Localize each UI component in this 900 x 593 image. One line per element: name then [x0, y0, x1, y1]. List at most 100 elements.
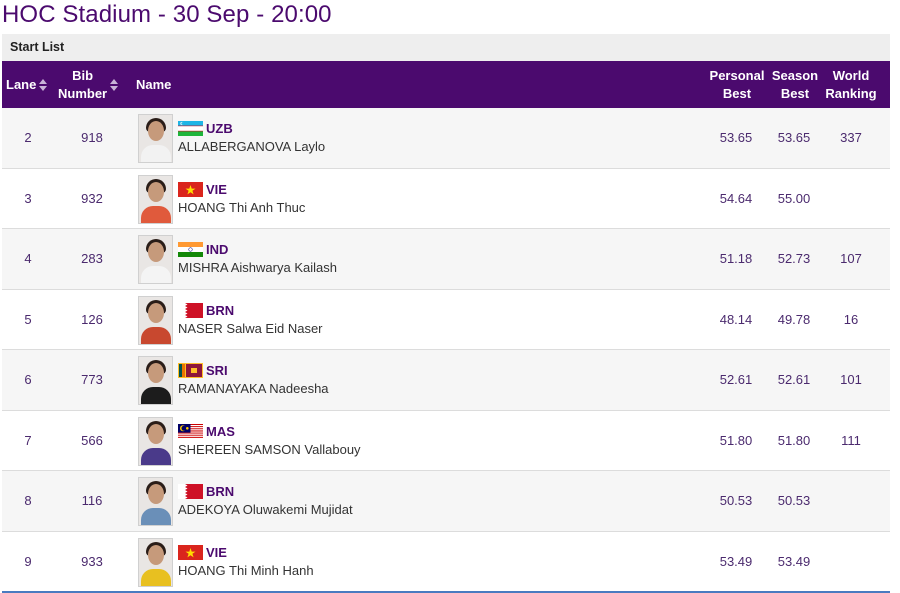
- bib-cell: 932: [81, 190, 103, 206]
- season-best-column-header: Season Best: [766, 61, 824, 108]
- bib-header-line1: Bib: [72, 67, 94, 83]
- athlete-name[interactable]: HOANG Thi Anh Thuc: [178, 199, 306, 215]
- world-ranking-cell: [818, 169, 884, 229]
- bib-column-header[interactable]: Bib Number: [58, 61, 130, 108]
- personal-best-cell: 52.61: [719, 372, 753, 388]
- table-row[interactable]: 8 116 BRN ADEKOYA Oluwakemi Mujidat 50.5…: [2, 471, 890, 532]
- start-list-heading: Start List: [2, 34, 890, 61]
- vie-flag-icon: [178, 544, 203, 560]
- pb-header-label: Personal Best: [710, 67, 765, 103]
- athlete-info[interactable]: MAS SHEREEN SAMSON Vallabouy: [178, 423, 361, 457]
- wr-header-label: World Ranking: [825, 67, 876, 103]
- country-code: UZB: [206, 121, 233, 136]
- country-code: BRN: [206, 484, 235, 499]
- season-best-cell: 52.73: [777, 251, 811, 267]
- season-best-cell: 49.78: [777, 311, 811, 327]
- athlete-info[interactable]: SRI RAMANAYAKA Nadeesha: [178, 362, 329, 396]
- athlete-info[interactable]: VIE HOANG Thi Minh Hanh: [178, 544, 314, 578]
- personal-best-cell: 51.80: [719, 432, 753, 448]
- sri-flag-icon: [178, 363, 203, 378]
- athlete-name[interactable]: SHEREEN SAMSON Vallabouy: [178, 441, 361, 457]
- table-header: Lane Bib Number Name Personal Best Seaso…: [2, 61, 890, 108]
- bib-cell: 773: [81, 372, 103, 388]
- country-code: IND: [206, 242, 229, 257]
- nationality: BRN: [178, 483, 353, 500]
- world-ranking-cell: 16: [843, 311, 859, 327]
- bib-cell: 116: [81, 493, 103, 509]
- world-ranking-cell: 111: [841, 432, 861, 448]
- table-row[interactable]: 7 566 MAS SHEREEN SAMSON Vallabouy 51.80…: [2, 410, 890, 471]
- world-ranking-cell: 107: [840, 251, 862, 267]
- sb-header-label: Season Best: [772, 67, 818, 103]
- world-ranking-cell: 101: [840, 372, 862, 388]
- athlete-info[interactable]: UZB ALLABERGANOVA Laylo: [178, 120, 325, 154]
- athlete-name[interactable]: ALLABERGANOVA Laylo: [178, 139, 326, 154]
- table-bottom-border: [2, 591, 890, 593]
- athlete-name[interactable]: NASER Salwa Eid Naser: [178, 320, 323, 336]
- name-column-header: Name: [136, 61, 196, 108]
- nationality: SRI: [178, 362, 329, 379]
- brn-flag-icon: [178, 484, 203, 499]
- athlete-info[interactable]: BRN ADEKOYA Oluwakemi Mujidat: [178, 483, 353, 517]
- nationality: IND: [178, 241, 337, 258]
- table-body: 2 918 UZB ALLABERGANOVA Laylo 53.65 53.6…: [2, 108, 890, 592]
- athlete-info[interactable]: VIE HOANG Thi Anh Thuc: [178, 181, 305, 215]
- athlete-photo: [138, 174, 173, 224]
- country-code: BRN: [206, 302, 235, 318]
- bib-cell: 918: [81, 130, 103, 146]
- athlete-name[interactable]: HOANG Thi Minh Hanh: [178, 562, 314, 578]
- nationality: VIE: [178, 181, 305, 198]
- wr-header-line2: Ranking: [825, 85, 877, 101]
- world-ranking-cell: 337: [840, 130, 862, 146]
- sort-icon[interactable]: [39, 78, 48, 91]
- season-best-cell: 55.00: [777, 190, 811, 206]
- sb-header-line1: Season: [771, 67, 819, 83]
- lane-cell: 8: [24, 493, 32, 509]
- athlete-info[interactable]: IND MISHRA Aishwarya Kailash: [178, 241, 337, 275]
- athlete-info[interactable]: BRN NASER Salwa Eid Naser: [178, 302, 323, 336]
- pb-header-line1: Personal: [709, 67, 765, 83]
- table-row[interactable]: 3 932 VIE HOANG Thi Anh Thuc 54.64 55.00: [2, 168, 890, 229]
- nationality: BRN: [178, 302, 323, 319]
- lane-column-header[interactable]: Lane: [6, 61, 56, 108]
- country-code: MAS: [206, 423, 235, 439]
- athlete-name[interactable]: MISHRA Aishwarya Kailash: [178, 260, 337, 275]
- personal-best-cell: 53.49: [719, 553, 753, 569]
- world-ranking-column-header: World Ranking: [820, 61, 882, 108]
- personal-best-column-header: Personal Best: [706, 61, 768, 108]
- nationality: MAS: [178, 423, 361, 440]
- bib-header-line2: Number: [58, 85, 108, 101]
- table-row[interactable]: 6 773 SRI RAMANAYAKA Nadeesha 52.61 52.6…: [2, 350, 890, 411]
- table-row[interactable]: 5 126 BRN NASER Salwa Eid Naser 48.14 49…: [2, 289, 890, 350]
- brn-flag-icon: [178, 302, 203, 318]
- table-row[interactable]: 2 918 UZB ALLABERGANOVA Laylo 53.65 53.6…: [2, 108, 890, 169]
- lane-cell: 6: [24, 372, 32, 388]
- table-row[interactable]: 4 283 IND MISHRA Aishwarya Kailash 51.18…: [2, 229, 890, 290]
- table-row[interactable]: 9 933 VIE HOANG Thi Minh Hanh 53.49 53.4…: [2, 531, 890, 592]
- lane-cell: 9: [24, 553, 32, 569]
- world-ranking-cell: [818, 532, 884, 592]
- uzb-flag-icon: [178, 121, 203, 136]
- pb-header-line2: Best: [722, 85, 752, 101]
- world-ranking-cell: [818, 471, 884, 531]
- sort-icon[interactable]: [110, 78, 119, 91]
- personal-best-cell: 51.18: [719, 251, 753, 267]
- wr-header-line1: World: [832, 67, 870, 83]
- bib-cell: 126: [81, 311, 103, 327]
- athlete-name[interactable]: RAMANAYAKA Nadeesha: [178, 381, 329, 396]
- athlete-name[interactable]: ADEKOYA Oluwakemi Mujidat: [178, 502, 353, 517]
- athlete-photo: [138, 235, 173, 284]
- start-list-table: Lane Bib Number Name Personal Best Seaso…: [2, 61, 890, 592]
- bib-header-label: Bib Number: [58, 67, 107, 103]
- season-best-cell: 50.53: [777, 493, 811, 509]
- athlete-photo: [138, 537, 173, 587]
- ind-flag-icon: [178, 242, 203, 257]
- vie-flag-icon: [178, 181, 203, 197]
- personal-best-cell: 48.14: [719, 311, 753, 327]
- lane-cell: 5: [24, 311, 32, 327]
- name-header-label: Name: [136, 76, 172, 92]
- athlete-photo: [138, 114, 173, 163]
- athlete-photo: [138, 416, 173, 466]
- lane-cell: 7: [24, 432, 32, 448]
- lane-cell: 2: [24, 130, 32, 146]
